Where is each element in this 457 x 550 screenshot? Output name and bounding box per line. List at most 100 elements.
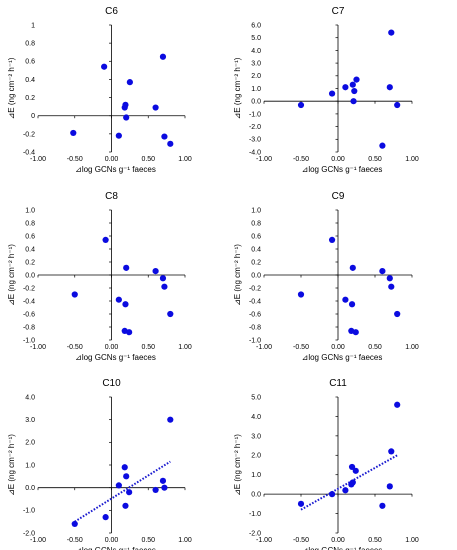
data-point: [126, 79, 133, 86]
y-tick-label: 0.0: [251, 492, 261, 499]
data-point: [351, 87, 358, 95]
data-point: [70, 129, 77, 137]
data-point: [115, 296, 122, 303]
y-axis-label: ⊿E (ng cm⁻² h⁻¹): [7, 57, 16, 119]
data-point: [102, 236, 109, 243]
x-axis-label: ⊿log GCNs g⁻¹ faeces: [302, 165, 383, 174]
y-axis-label: ⊿E (ng cm⁻² h⁻¹): [233, 57, 242, 119]
y-axis-label: ⊿E (ng cm⁻² h⁻¹): [233, 434, 242, 496]
y-tick-label: 4.0: [251, 414, 261, 421]
data-point: [349, 81, 356, 88]
y-tick-label: -2.0: [23, 530, 35, 537]
data-point: [161, 133, 168, 140]
data-point: [342, 296, 349, 303]
data-point: [386, 275, 393, 282]
y-tick-label: 0.0: [251, 99, 261, 106]
x-tick-label: -0.50: [293, 537, 309, 544]
y-tick-label: 0.4: [25, 246, 35, 253]
x-axis-label: ⊿log GCNs g⁻¹ faeces: [302, 353, 383, 362]
y-tick-label: 1.0: [251, 207, 261, 214]
x-tick-label: 0.50: [368, 344, 382, 351]
panel-title: C6: [105, 6, 118, 17]
data-point: [123, 473, 130, 480]
y-tick-label: 0.6: [25, 59, 35, 66]
data-point: [159, 53, 167, 60]
y-tick-label: 0.8: [25, 41, 35, 48]
data-point: [379, 268, 386, 275]
panel-title: C7: [332, 6, 345, 17]
x-tick-label: 0.00: [331, 537, 345, 544]
panel-title: C10: [102, 378, 121, 389]
y-axis-label: ⊿E (ng cm⁻² h⁻¹): [7, 434, 16, 496]
y-tick-label: 3.0: [25, 417, 35, 424]
y-tick-label: 0.6: [251, 233, 261, 240]
data-point: [394, 401, 401, 408]
data-point: [102, 514, 109, 521]
data-point: [152, 268, 159, 275]
y-tick-label: 0.8: [25, 220, 35, 227]
x-axis-label: ⊿log GCNs g⁻¹ faeces: [75, 165, 156, 174]
y-tick-label: 2.0: [251, 453, 261, 460]
x-tick-label: -0.50: [293, 156, 309, 163]
x-axis-label: ⊿log GCNs g⁻¹ faeces: [302, 546, 383, 550]
y-tick-label: -0.2: [23, 285, 35, 292]
x-tick-label: -1.00: [30, 537, 46, 544]
panel-c7: C7 -4.0 -3.0 -2.0 -1.0 0.0 1.0 2.0 3.0 4.0 5.0 6.0 -…: [233, 6, 419, 174]
data-point: [159, 275, 167, 282]
y-tick-label: 0.2: [25, 259, 35, 266]
x-tick-label: 0.00: [331, 156, 345, 163]
y-tick-label: -1.0: [23, 508, 35, 515]
data-point: [167, 140, 174, 147]
panel-c10: C10 -2.0 -1.0 0.0 1.0 2.0 3.0 4.0 -1.00 -0.50 0.00…: [7, 378, 192, 550]
y-tick-label: 1: [31, 22, 35, 29]
x-tick-label: 0.00: [105, 156, 119, 163]
y-tick-label: -2.0: [249, 124, 261, 131]
y-tick-label: 1.0: [25, 462, 35, 469]
y-tick-label: 0: [31, 113, 35, 120]
y-tick-label: 1.0: [251, 86, 261, 93]
x-tick-label: 0.50: [141, 344, 155, 351]
data-point: [379, 502, 386, 509]
x-tick-label: 1.00: [405, 537, 419, 544]
y-tick-label: 0.0: [25, 272, 35, 279]
y-tick-label: -0.2: [23, 131, 35, 138]
y-tick-label: -0.6: [249, 311, 261, 318]
y-tick-label: 0.4: [251, 246, 261, 253]
x-tick-label: 0.50: [141, 156, 155, 163]
panel-title: C11: [329, 378, 347, 389]
data-point: [353, 76, 360, 83]
y-tick-label: -4.0: [249, 149, 261, 156]
data-point: [349, 264, 356, 271]
data-point: [161, 484, 168, 491]
x-tick-label: 1.00: [178, 156, 192, 163]
y-tick-label: 0.2: [251, 259, 261, 266]
x-axis-label: ⊿log GCNs g⁻¹ faeces: [75, 353, 156, 362]
y-tick-label: -1.0: [249, 111, 261, 118]
y-tick-label: -3.0: [249, 137, 261, 144]
data-point: [352, 467, 359, 474]
y-tick-label: 6.0: [251, 22, 261, 29]
data-point: [152, 486, 159, 494]
data-point: [122, 101, 129, 108]
data-point: [352, 329, 359, 336]
y-tick-label: -0.4: [23, 149, 35, 156]
panel-c11: C11 -2.0 -1.0 0.0 1.0 2.0 3.0 4.0 5.0 -1.00 -0.50 0…: [233, 378, 419, 550]
x-tick-label: 0.00: [331, 344, 345, 351]
x-tick-label: -0.50: [67, 156, 83, 163]
panel-c8: C8 -1.0 -0.8 -0.6 -0.4 -0.2 0.0 0.2 0.4 0.6 0.8 1.0…: [7, 191, 192, 362]
y-tick-label: 4.0: [251, 48, 261, 55]
y-tick-label: 0.0: [251, 272, 261, 279]
y-tick-label: 1.0: [251, 472, 261, 479]
y-tick-label: -2.0: [249, 530, 261, 537]
x-tick-label: 0.50: [141, 537, 155, 544]
y-tick-label: 0.8: [251, 220, 261, 227]
data-point: [328, 491, 336, 498]
data-point: [167, 310, 174, 318]
y-tick-label: -0.4: [23, 298, 35, 305]
y-tick-label: 2.0: [251, 73, 261, 80]
data-point: [328, 90, 336, 97]
x-tick-label: 1.00: [178, 344, 192, 351]
data-point: [101, 63, 108, 70]
y-axis-label: ⊿E (ng cm⁻² h⁻¹): [7, 244, 16, 306]
y-tick-label: 0.4: [25, 77, 35, 84]
